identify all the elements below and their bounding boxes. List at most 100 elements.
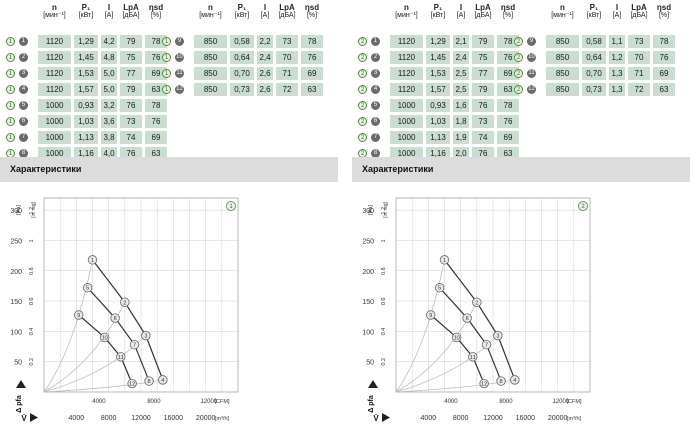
operating-point	[99, 332, 110, 343]
table-row: 1 1 1120 1,29 4,2 79 78	[0, 35, 170, 49]
column-header: n [мин⁻¹]	[194, 4, 227, 20]
cell-i: 2,6	[257, 83, 273, 96]
cell-eff: 63	[497, 83, 519, 96]
x-tick-label: 12000	[131, 415, 151, 422]
cell-p: 0,58	[582, 35, 606, 48]
column-header-unit: [%]	[502, 12, 514, 19]
y-tick-label: 200	[10, 269, 22, 276]
y-tick-label-inwg: 0.8	[29, 267, 35, 275]
cell-p: 0,73	[582, 83, 606, 96]
y-tick-label: 200	[362, 269, 374, 276]
table-row: 1 8 1000 1,16 4,0 76 63	[0, 147, 170, 161]
cell-lpa: 75	[120, 51, 142, 64]
section-header: Характеристики	[352, 157, 690, 182]
point-marker: 12	[527, 85, 536, 94]
table-row: 1 7 1000 1,13 3,8 74 69	[0, 131, 170, 145]
cell-p: 1,13	[426, 131, 450, 144]
cell-i: 2,5	[453, 83, 469, 96]
column-header-unit: [дБА]	[630, 12, 648, 19]
cell-lpa: 79	[472, 35, 494, 48]
x-tick-label-cfm: 12000	[200, 399, 217, 405]
fan-curve	[430, 314, 485, 384]
operating-point-label: 3	[144, 334, 147, 340]
operating-point	[144, 376, 154, 386]
column-header-unit: [%]	[306, 12, 318, 19]
y-tick-label-inwg: 0.8	[381, 267, 387, 275]
column-header-unit: [мин⁻¹]	[395, 12, 418, 19]
operating-point	[479, 378, 489, 389]
column-header-unit: [кВт]	[78, 12, 94, 19]
column-header-unit: [A]	[104, 12, 114, 19]
table-row: 2 5 1000 0,93 1,6 76 78	[352, 99, 522, 113]
cell-p: 1,16	[426, 147, 450, 160]
cell-lpa: 70	[276, 51, 298, 64]
y-tick-label: 150	[10, 299, 22, 306]
operating-point-label: 11	[118, 355, 124, 361]
point-marker: 6	[371, 117, 380, 126]
column-header-symbol: ηsd	[656, 3, 672, 12]
operating-point	[462, 313, 472, 323]
cell-eff: 78	[653, 35, 675, 48]
panel-2: n [мин⁻¹] P₁ [кВт] I [A] LpA [дБА] ηsd [%] n [мин⁻¹…	[352, 0, 700, 436]
group-marker: 1	[162, 37, 171, 46]
cell-p: 1,57	[74, 83, 98, 96]
cell-p: 1,53	[426, 67, 450, 80]
cell-p: 0,58	[230, 35, 254, 48]
point-marker: 12	[175, 85, 184, 94]
column-header: ηsd [%]	[653, 4, 675, 20]
group-marker: 2	[514, 69, 523, 78]
operating-point	[141, 330, 151, 341]
cell-p: 1,29	[74, 35, 98, 48]
fan-curve	[87, 287, 150, 382]
cell-lpa: 76	[472, 147, 494, 160]
cell-eff: 69	[145, 131, 167, 144]
column-header: LpA [дБА]	[472, 4, 494, 20]
point-marker: 2	[19, 53, 28, 62]
y-tick-label-inwg: 1	[381, 239, 387, 242]
column-header-symbol: P₁	[81, 3, 91, 12]
table-row: 1 6 1000 1,03 3,6 73 76	[0, 115, 170, 129]
column-header-symbol: ηsd	[304, 3, 320, 12]
y-tick-label-inwg: 0.2	[381, 358, 387, 366]
cell-n: 1120	[38, 35, 71, 48]
column-header-symbol: n	[208, 3, 213, 12]
table-row: 2 8 1000 1,16 2,0 76 63	[352, 147, 522, 161]
table-row: 1 12 850 0,73 2,6 72 63	[156, 83, 326, 97]
column-header-unit: [дБА]	[474, 12, 492, 19]
column-header-symbol: I	[615, 3, 619, 12]
operating-point-label: 10	[454, 335, 460, 341]
group-marker: 2	[514, 53, 523, 62]
column-header: P₁ [кВт]	[74, 4, 98, 20]
cell-p: 0,64	[230, 51, 254, 64]
point-marker: 9	[527, 37, 536, 46]
group-marker: 2	[358, 37, 367, 46]
operating-point-label: 1	[443, 258, 446, 264]
cell-eff: 76	[145, 51, 167, 64]
operating-point-label: 3	[496, 334, 499, 340]
operating-point-label: 10	[102, 335, 108, 341]
cell-i: 4,0	[101, 147, 117, 160]
cell-lpa: 77	[120, 67, 142, 80]
operating-point-label: 7	[485, 343, 488, 349]
operating-point-label: 6	[466, 316, 469, 322]
point-marker: 7	[19, 133, 28, 142]
y-tick-label-inwg: 1.2	[29, 207, 35, 215]
cell-eff: 63	[145, 83, 167, 96]
column-header-symbol: ηsd	[500, 3, 516, 12]
cell-eff: 76	[653, 51, 675, 64]
cell-eff: 63	[497, 147, 519, 160]
operating-point	[158, 375, 168, 385]
cell-n: 850	[194, 83, 227, 96]
x-tick-label-cfm: 4000	[92, 399, 106, 405]
cell-n: 850	[194, 35, 227, 48]
cell-eff: 78	[145, 35, 167, 48]
cell-n: 1000	[390, 115, 423, 128]
cell-p: 1,29	[426, 35, 450, 48]
point-marker: 4	[371, 85, 380, 94]
y-tick-label-inwg: 0.4	[29, 328, 35, 336]
cell-lpa: 79	[120, 83, 142, 96]
column-header: n [мин⁻¹]	[390, 4, 423, 20]
panel-1: n [мин⁻¹] P₁ [кВт] I [A] LpA [дБА] ηsd [%] n [мин⁻¹…	[0, 0, 348, 436]
cell-p: 1,13	[74, 131, 98, 144]
x-axis-arrow-icon	[382, 413, 390, 422]
